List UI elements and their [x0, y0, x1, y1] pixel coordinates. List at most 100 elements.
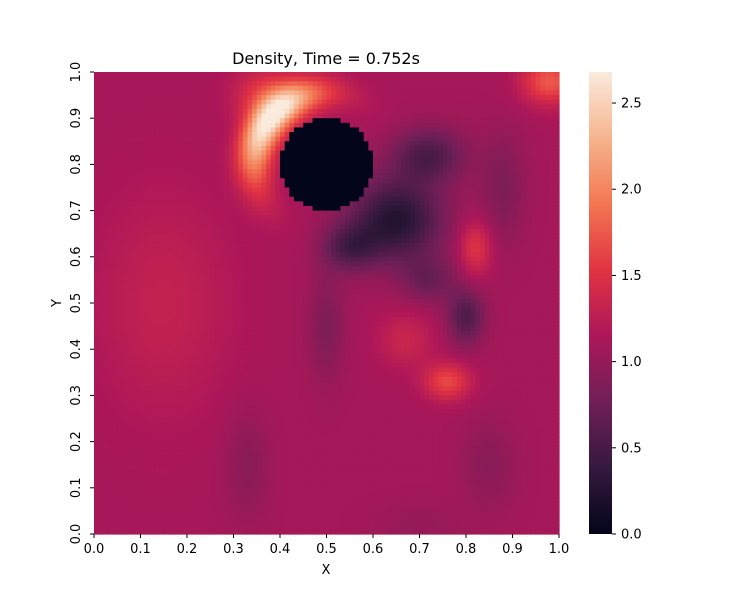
heatmap-cell: [154, 201, 160, 207]
heatmap-cell: [549, 256, 555, 263]
heatmap-cell: [224, 81, 230, 87]
heatmap-cell: [117, 192, 123, 198]
heatmap-cell: [94, 99, 100, 105]
heatmap-cell: [275, 72, 281, 78]
heatmap-cell: [368, 275, 374, 281]
heatmap-cell: [475, 113, 481, 119]
heatmap-cell: [521, 238, 528, 244]
heatmap-cell: [103, 81, 109, 87]
heatmap-cell: [466, 256, 472, 263]
heatmap-cell: [424, 178, 430, 184]
heatmap-cell: [242, 192, 249, 198]
heatmap-cell: [475, 108, 481, 115]
heatmap-cell: [317, 104, 323, 110]
heatmap-cell: [177, 85, 183, 92]
heatmap-cell: [298, 215, 304, 221]
heatmap-cell: [442, 201, 448, 207]
heatmap-cell: [107, 201, 114, 207]
heatmap-cell: [433, 72, 439, 78]
heatmap-cell: [489, 108, 495, 115]
heatmap-cell: [470, 247, 476, 253]
heatmap-cell: [521, 224, 528, 230]
heatmap-cell: [270, 224, 276, 230]
heatmap-cell: [317, 127, 323, 133]
heatmap-cell: [461, 118, 467, 124]
heatmap-cell: [493, 118, 500, 124]
heatmap-cell: [275, 205, 281, 212]
heatmap-cell: [345, 169, 351, 175]
heatmap-cell: [293, 169, 300, 175]
heatmap-cell: [373, 298, 379, 304]
heatmap-cell: [321, 289, 328, 295]
heatmap-cell: [233, 104, 239, 110]
heatmap-cell: [214, 224, 221, 230]
heatmap-cell: [266, 215, 272, 221]
heatmap-cell: [475, 99, 481, 105]
heatmap-cell: [275, 215, 281, 221]
heatmap-cell: [447, 224, 453, 230]
heatmap-cell: [103, 233, 109, 239]
heatmap-cell: [345, 132, 351, 138]
heatmap-cell: [210, 72, 216, 78]
heatmap-cell: [331, 215, 337, 221]
heatmap-cell: [307, 238, 314, 244]
heatmap-cell: [479, 150, 486, 156]
heatmap-cell: [484, 205, 490, 212]
heatmap-cell: [177, 127, 183, 133]
heatmap-cell: [307, 104, 314, 110]
heatmap-cell: [493, 145, 500, 152]
heatmap-cell: [540, 192, 546, 198]
heatmap-cell: [326, 145, 332, 152]
heatmap-cell: [479, 284, 486, 290]
heatmap-cell: [545, 164, 551, 170]
heatmap-cell: [94, 108, 100, 115]
heatmap-cell: [280, 141, 286, 147]
heatmap-cell: [112, 242, 118, 249]
heatmap-cell: [284, 178, 290, 184]
heatmap-cell: [424, 90, 430, 96]
heatmap-cell: [168, 141, 174, 147]
heatmap-cell: [149, 224, 156, 230]
heatmap-cell: [107, 210, 114, 216]
heatmap-cell: [135, 229, 142, 235]
heatmap-cell: [433, 266, 439, 272]
heatmap-cell: [447, 136, 453, 142]
heatmap-cell: [131, 196, 137, 202]
heatmap-cell: [484, 210, 490, 216]
heatmap-cell: [531, 76, 537, 82]
heatmap-cell: [405, 270, 411, 276]
heatmap-cell: [187, 252, 193, 258]
heatmap-cell: [321, 256, 328, 263]
heatmap-cell: [298, 238, 304, 244]
heatmap-cell: [382, 132, 388, 138]
heatmap-cell: [284, 275, 290, 281]
heatmap-cell: [293, 275, 300, 281]
heatmap-cell: [382, 182, 388, 189]
heatmap-cell: [140, 293, 146, 299]
heatmap-cell: [177, 76, 183, 82]
heatmap-cell: [312, 118, 318, 124]
heatmap-cell: [489, 298, 495, 304]
heatmap-cell: [335, 104, 342, 110]
heatmap-cell: [479, 233, 486, 239]
heatmap-cell: [303, 238, 309, 244]
heatmap-cell: [98, 187, 104, 193]
heatmap-cell: [386, 252, 393, 258]
heatmap-cell: [112, 113, 118, 119]
heatmap-cell: [200, 145, 207, 152]
heatmap-cell: [498, 122, 504, 129]
heatmap-cell: [386, 178, 393, 184]
heatmap-cell: [349, 150, 355, 156]
heatmap-cell: [312, 155, 318, 161]
heatmap-cell: [484, 108, 490, 115]
heatmap-cell: [154, 95, 160, 101]
heatmap-cell: [205, 145, 211, 152]
heatmap-cell: [191, 164, 197, 170]
heatmap-cell: [466, 182, 472, 189]
heatmap-cell: [368, 76, 374, 82]
heatmap-cell: [433, 122, 439, 129]
heatmap-cell: [349, 118, 355, 124]
heatmap-cell: [535, 127, 541, 133]
heatmap-cell: [112, 266, 118, 272]
heatmap-cell: [159, 242, 165, 249]
